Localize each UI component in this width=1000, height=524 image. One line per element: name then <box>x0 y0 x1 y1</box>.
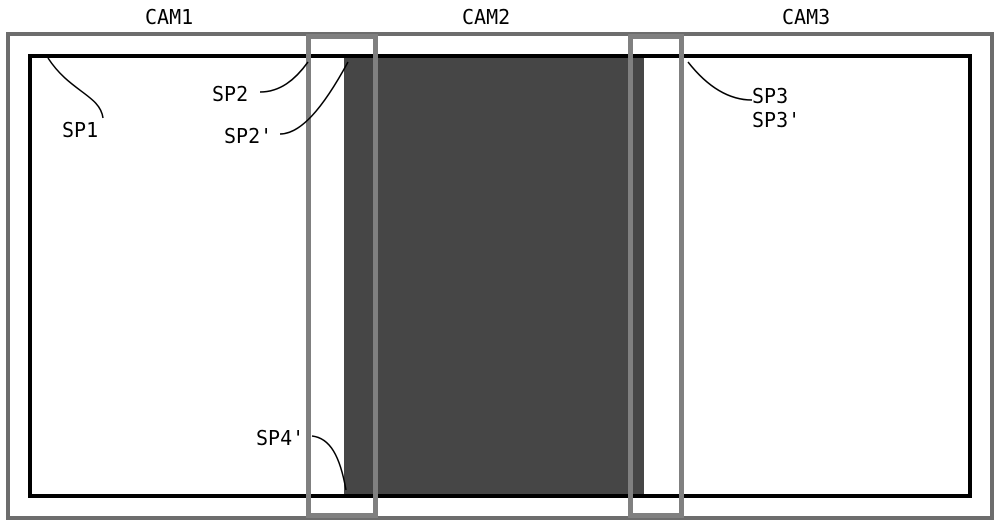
cam1-label: CAM1 <box>145 5 193 29</box>
sp3p-label: SP3' <box>752 108 800 132</box>
diagram-root: CAM1 CAM2 CAM3 SP1 SP2 SP2' SP3 SP3' SP4… <box>0 0 1000 524</box>
cam3-label: CAM3 <box>782 5 830 29</box>
cam2-label: CAM2 <box>462 5 510 29</box>
sp3-label: SP3 <box>752 84 788 108</box>
overlap-box-1-2 <box>306 34 378 518</box>
sp2-label: SP2 <box>212 82 248 106</box>
sp4p-label: SP4' <box>256 426 304 450</box>
sp2p-label: SP2' <box>224 124 272 148</box>
center-dark-region <box>344 58 644 494</box>
sp1-label: SP1 <box>62 118 98 142</box>
overlap-box-2-3 <box>628 34 684 518</box>
